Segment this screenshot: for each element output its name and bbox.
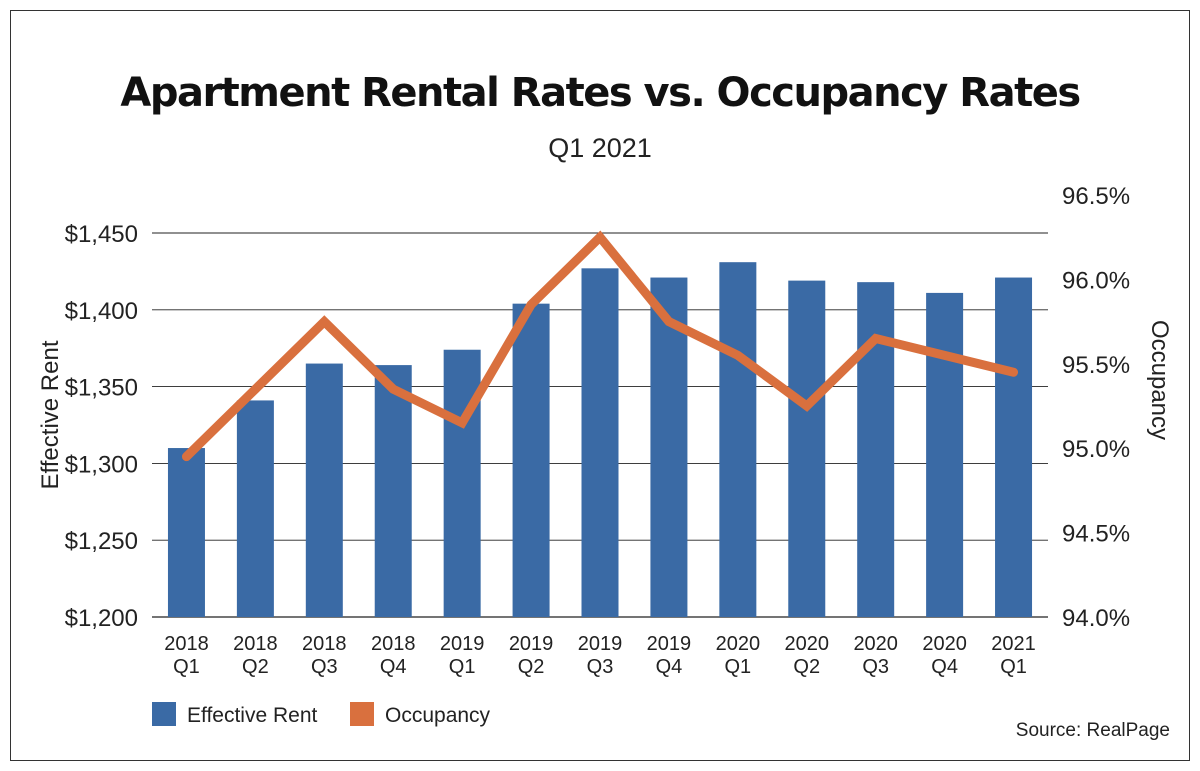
x-tick-label-year: 2020 (716, 633, 761, 655)
x-tick-label-quarter: Q2 (242, 656, 269, 678)
y-left-tick-label: $1,350 (65, 375, 138, 402)
x-tick-label-year: 2020 (922, 633, 967, 655)
y-right-tick-label: 95.5% (1062, 352, 1130, 379)
x-tick-label-year: 2021 (991, 633, 1036, 655)
bar-effective-rent (581, 268, 619, 617)
bar-effective-rent (650, 277, 688, 617)
y-right-tick-label: 96.0% (1062, 267, 1130, 294)
bar-effective-rent (305, 363, 343, 617)
x-tick-label-year: 2020 (785, 633, 830, 655)
legend-swatch-effective-rent (152, 702, 176, 726)
bar-effective-rent (788, 280, 826, 617)
y-left-tick-label: $1,300 (65, 451, 138, 478)
y-left-tick-label: $1,400 (65, 298, 138, 325)
y-right-tick-label: 94.0% (1062, 605, 1130, 632)
y-axis-right-ticks: 94.0% 94.5% 95.0% 95.5% 96.0% 96.5% (1062, 183, 1130, 632)
x-tick-label-quarter: Q3 (587, 656, 614, 678)
x-tick-label-year: 2019 (647, 633, 692, 655)
y-right-tick-label: 96.5% (1062, 183, 1130, 210)
x-tick-label-year: 2018 (371, 633, 416, 655)
bar-effective-rent (443, 349, 481, 617)
x-tick-label-year: 2018 (302, 633, 347, 655)
x-tick-label-quarter: Q1 (725, 656, 752, 678)
chart-title: Apartment Rental Rates vs. Occupancy Rat… (120, 70, 1081, 116)
x-tick-label-year: 2019 (440, 633, 485, 655)
bar-effective-rent (236, 400, 274, 617)
y-axis-left-label: Effective Rent (37, 340, 64, 489)
y-right-tick-label: 94.5% (1062, 521, 1130, 548)
bar-effective-rent (995, 277, 1033, 617)
legend-swatch-occupancy (350, 702, 374, 726)
x-tick-label-quarter: Q4 (931, 656, 958, 678)
x-tick-label-quarter: Q1 (449, 656, 476, 678)
y-axis-left-ticks: $1,200 $1,250 $1,300 $1,350 $1,400 $1,450 (65, 221, 138, 632)
x-tick-label-year: 2018 (233, 633, 278, 655)
x-tick-label-year: 2018 (164, 633, 209, 655)
x-tick-label-quarter: Q4 (656, 656, 683, 678)
bar-effective-rent (167, 448, 205, 617)
bar-effective-rent (719, 262, 757, 617)
x-axis-ticks: 2018Q12018Q22018Q32018Q42019Q12019Q22019… (164, 633, 1036, 678)
x-tick-label-quarter: Q4 (380, 656, 407, 678)
x-tick-label-quarter: Q1 (1000, 656, 1027, 678)
x-tick-label-year: 2019 (578, 633, 623, 655)
legend-label-effective-rent: Effective Rent (187, 704, 318, 727)
y-left-tick-label: $1,200 (65, 605, 138, 632)
y-right-tick-label: 95.0% (1062, 436, 1130, 463)
bar-effective-rent (512, 303, 550, 617)
legend-label-occupancy: Occupancy (385, 704, 491, 727)
x-tick-label-quarter: Q3 (862, 656, 889, 678)
x-tick-label-year: 2019 (509, 633, 554, 655)
chart-subtitle: Q1 2021 (548, 133, 652, 163)
x-tick-label-year: 2020 (853, 633, 898, 655)
bar-effective-rent (374, 365, 412, 617)
x-tick-label-quarter: Q2 (793, 656, 820, 678)
y-axis-right-label: Occupancy (1146, 320, 1173, 440)
line-series-occupancy (181, 230, 1019, 462)
x-tick-label-quarter: Q2 (518, 656, 545, 678)
x-tick-label-quarter: Q3 (311, 656, 338, 678)
bar-effective-rent (926, 292, 964, 617)
y-left-tick-label: $1,250 (65, 528, 138, 555)
bar-effective-rent (857, 282, 895, 617)
source-note: Source: RealPage (1015, 720, 1170, 741)
bar-series-effective-rent (167, 262, 1033, 617)
y-left-tick-label: $1,450 (65, 221, 138, 248)
x-tick-label-quarter: Q1 (173, 656, 200, 678)
legend: Effective Rent Occupancy (152, 702, 491, 727)
